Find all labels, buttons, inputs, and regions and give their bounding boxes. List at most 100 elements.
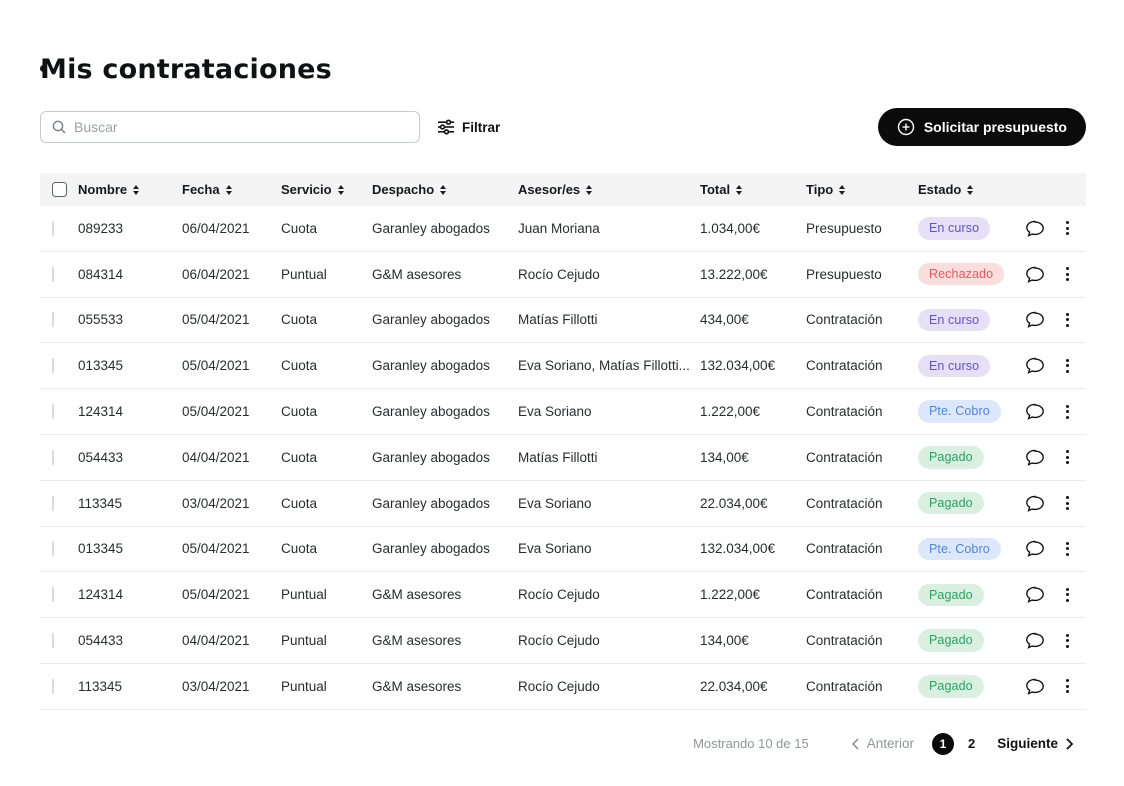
column-header-asesores[interactable]: Asesor/es <box>518 182 700 197</box>
row-checkbox[interactable] <box>52 678 54 694</box>
cell-nombre: 084314 <box>78 266 124 282</box>
cell-fecha: 03/04/2021 <box>182 495 250 511</box>
row-menu-button[interactable] <box>1062 540 1073 558</box>
column-header-nombre[interactable]: Nombre <box>78 182 182 197</box>
sort-icon[interactable] <box>839 184 846 195</box>
comment-button[interactable] <box>1025 677 1045 696</box>
column-header-estado[interactable]: Estado <box>918 182 1020 197</box>
cell-servicio: Cuota <box>281 449 318 465</box>
column-header-fecha[interactable]: Fecha <box>182 182 281 197</box>
chat-bubble-icon <box>1025 677 1045 696</box>
row-checkbox[interactable] <box>52 358 54 374</box>
table-row[interactable]: 054433 04/04/2021 Cuota Garanley abogado… <box>40 434 1086 481</box>
row-menu-button[interactable] <box>1062 357 1073 375</box>
contracts-table: Nombre Fecha Servicio Despacho Asesor/es… <box>40 173 1086 710</box>
cell-fecha: 05/04/2021 <box>182 358 250 374</box>
cell-servicio: Cuota <box>281 495 318 511</box>
kebab-icon <box>1066 496 1069 500</box>
next-page-button[interactable]: Siguiente <box>997 736 1074 751</box>
request-quote-button[interactable]: Solicitar presupuesto <box>877 108 1086 146</box>
row-checkbox[interactable] <box>52 587 54 603</box>
row-checkbox[interactable] <box>52 220 54 236</box>
filter-button[interactable]: Filtrar <box>437 119 500 135</box>
cell-fecha: 05/04/2021 <box>182 587 250 603</box>
table-row[interactable]: 013345 05/04/2021 Cuota Garanley abogado… <box>40 343 1086 390</box>
row-checkbox[interactable] <box>52 495 54 511</box>
cell-despacho: G&M asesores <box>372 633 462 649</box>
table-row[interactable]: 113345 03/04/2021 Cuota Garanley abogado… <box>40 480 1086 527</box>
comment-button[interactable] <box>1025 585 1045 604</box>
table-row[interactable]: 124314 05/04/2021 Puntual G&M asesores R… <box>40 572 1086 619</box>
row-checkbox[interactable] <box>52 404 54 420</box>
search-box[interactable] <box>40 111 420 143</box>
cell-despacho: Garanley abogados <box>372 541 490 557</box>
sort-icon[interactable] <box>225 184 232 195</box>
column-header-servicio[interactable]: Servicio <box>281 182 372 197</box>
cell-tipo: Presupuesto <box>806 266 882 282</box>
sort-icon[interactable] <box>440 184 447 195</box>
page-button-1[interactable]: 1 <box>932 732 954 755</box>
cell-total: 132.034,00€ <box>700 358 776 374</box>
comment-button[interactable] <box>1025 539 1045 558</box>
status-badge: Pagado <box>918 491 984 515</box>
sort-icon[interactable] <box>967 184 974 195</box>
cell-nombre: 124314 <box>78 404 124 420</box>
table-row[interactable]: 089233 06/04/2021 Cuota Garanley abogado… <box>40 206 1086 252</box>
row-menu-button[interactable] <box>1062 448 1073 466</box>
row-menu-button[interactable] <box>1062 632 1073 650</box>
row-menu-button[interactable] <box>1062 219 1073 237</box>
comment-button[interactable] <box>1025 402 1045 421</box>
table-row[interactable]: 084314 06/04/2021 Puntual G&M asesores R… <box>40 251 1086 298</box>
search-input[interactable] <box>74 119 409 135</box>
column-header-tipo[interactable]: Tipo <box>806 182 918 197</box>
row-checkbox[interactable] <box>52 312 54 328</box>
row-menu-button[interactable] <box>1062 494 1073 512</box>
chat-bubble-icon <box>1025 448 1045 467</box>
chat-bubble-icon <box>1025 631 1045 650</box>
sort-icon[interactable] <box>133 184 140 195</box>
cell-tipo: Contratación <box>806 633 883 649</box>
comment-button[interactable] <box>1025 356 1045 375</box>
select-all-checkbox[interactable] <box>52 182 67 197</box>
row-menu-button[interactable] <box>1062 677 1073 695</box>
cell-total: 1.222,00€ <box>700 404 761 420</box>
sort-icon[interactable] <box>736 184 743 195</box>
comment-button[interactable] <box>1025 310 1045 329</box>
cell-total: 1.034,00€ <box>700 220 761 236</box>
cell-fecha: 05/04/2021 <box>182 312 250 328</box>
row-menu-button[interactable] <box>1062 403 1073 421</box>
status-badge: Pagado <box>918 583 984 607</box>
previous-page-button[interactable]: Anterior <box>851 736 914 751</box>
cell-total: 22.034,00€ <box>700 495 768 511</box>
row-checkbox[interactable] <box>52 266 54 282</box>
cell-total: 434,00€ <box>700 312 749 328</box>
comment-button[interactable] <box>1025 448 1045 467</box>
table-row[interactable]: 113345 03/04/2021 Puntual G&M asesores R… <box>40 663 1086 710</box>
cell-fecha: 05/04/2021 <box>182 541 250 557</box>
row-checkbox[interactable] <box>52 541 54 557</box>
row-menu-button[interactable] <box>1062 265 1073 283</box>
table-row[interactable]: 013345 05/04/2021 Cuota Garanley abogado… <box>40 526 1086 573</box>
contracts-page: Mis contrataciones Filtrar <box>0 54 1124 755</box>
toolbar: Filtrar Solicitar presupuesto <box>40 108 1086 146</box>
comment-button[interactable] <box>1025 631 1045 650</box>
row-menu-button[interactable] <box>1062 586 1073 604</box>
page-button-2[interactable]: 2 <box>968 736 976 752</box>
sort-icon[interactable] <box>586 184 593 195</box>
column-header-total[interactable]: Total <box>700 182 806 197</box>
table-row[interactable]: 054433 04/04/2021 Puntual G&M asesores R… <box>40 618 1086 664</box>
comment-button[interactable] <box>1025 494 1045 513</box>
row-checkbox[interactable] <box>52 449 54 465</box>
comment-button[interactable] <box>1025 219 1045 238</box>
table-row[interactable]: 124314 05/04/2021 Cuota Garanley abogado… <box>40 389 1086 435</box>
sort-icon[interactable] <box>337 184 344 195</box>
row-menu-button[interactable] <box>1062 311 1073 329</box>
table-row[interactable]: 055533 05/04/2021 Cuota Garanley abogado… <box>40 297 1086 344</box>
comment-button[interactable] <box>1025 265 1045 284</box>
row-checkbox[interactable] <box>52 633 54 649</box>
cell-tipo: Contratación <box>806 358 883 374</box>
column-header-despacho[interactable]: Despacho <box>372 182 518 197</box>
cell-tipo: Contratación <box>806 678 883 694</box>
cell-servicio: Cuota <box>281 220 318 236</box>
kebab-icon <box>1066 679 1069 683</box>
